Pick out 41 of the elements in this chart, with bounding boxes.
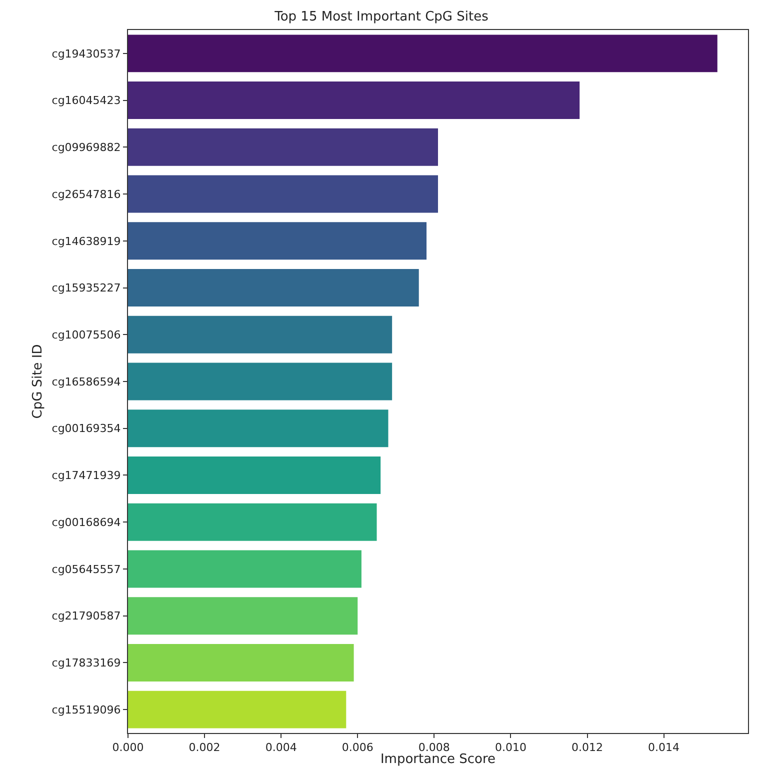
x-tick-label: 0.012 <box>572 741 604 754</box>
bar <box>128 644 354 682</box>
bar <box>128 128 438 166</box>
y-tick-label: cg26547816 <box>52 188 121 201</box>
x-tick-label: 0.010 <box>494 741 526 754</box>
y-tick-label: cg00168694 <box>52 516 121 529</box>
y-tick-label: cg00169354 <box>52 422 121 436</box>
bar <box>128 269 419 307</box>
bar <box>128 410 388 448</box>
bar <box>128 222 427 260</box>
x-tick-label: 0.006 <box>342 741 374 754</box>
y-tick-label: cg19430537 <box>52 47 121 60</box>
y-tick-label: cg16586594 <box>52 375 121 388</box>
y-tick-label: cg16045423 <box>52 94 121 108</box>
bar <box>128 690 346 728</box>
bar <box>128 456 381 494</box>
x-tick-label: 0.000 <box>112 741 144 754</box>
y-tick-label: cg05645557 <box>52 562 121 576</box>
bar <box>128 316 392 354</box>
y-axis-title: CpG Site ID <box>30 344 46 419</box>
bar <box>128 597 358 635</box>
y-tick-label: cg15519096 <box>52 703 121 716</box>
y-tick-label: cg15935227 <box>52 282 121 295</box>
bar <box>128 175 438 213</box>
y-tick-label: cg09969882 <box>52 141 121 154</box>
y-tick-label: cg21790587 <box>52 610 121 623</box>
bar <box>128 362 392 400</box>
chart-title: Top 15 Most Important CpG Sites <box>274 10 489 25</box>
x-tick-label: 0.004 <box>265 741 297 754</box>
bar <box>128 34 718 72</box>
x-axis-title: Importance Score <box>380 752 496 767</box>
y-tick-label: cg10075506 <box>52 328 121 342</box>
bar <box>128 82 580 120</box>
y-tick-label: cg17833169 <box>52 656 121 670</box>
bar <box>128 550 362 588</box>
x-tick-label: 0.008 <box>418 741 450 754</box>
y-tick-label: cg14638919 <box>52 234 121 248</box>
x-tick-label: 0.002 <box>188 741 220 754</box>
bar <box>128 503 377 541</box>
x-tick-label: 0.014 <box>648 741 680 754</box>
y-tick-label: cg17471939 <box>52 469 121 482</box>
